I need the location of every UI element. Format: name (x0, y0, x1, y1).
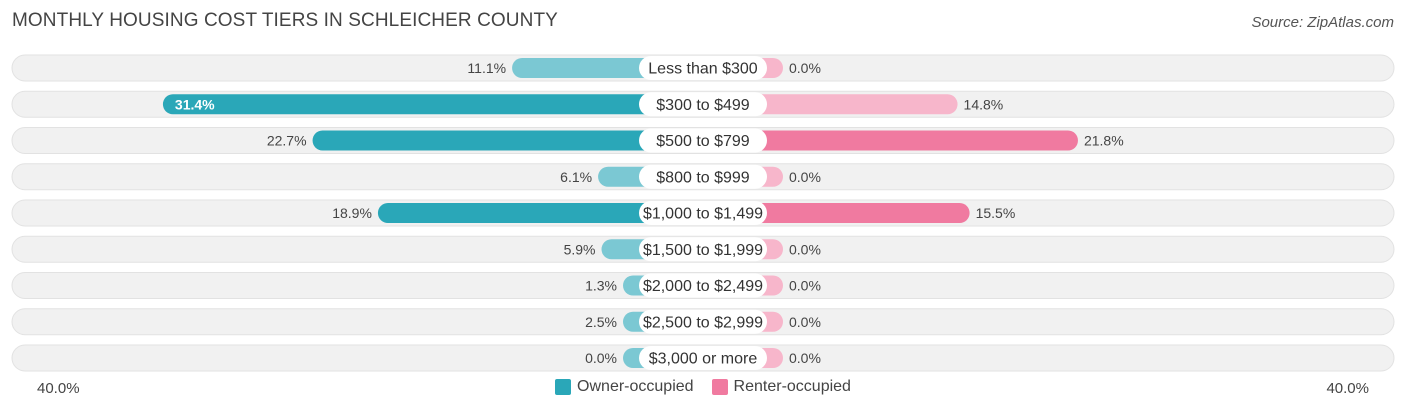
renter-value-label: 15.5% (976, 205, 1016, 221)
renter-bar (703, 94, 958, 115)
category-label-box (639, 128, 767, 153)
renter-value-label: 21.8% (1084, 133, 1124, 149)
category-label: $3,000 or more (649, 351, 758, 368)
owner-value-label: 0.0% (585, 350, 617, 366)
owner-bar (377, 203, 703, 223)
legend-swatch-owner (555, 379, 572, 395)
renter-value-label: 0.0% (789, 350, 821, 366)
owner-value-label: 2.5% (585, 314, 617, 330)
owner-value-label: 11.1% (467, 60, 506, 76)
category-label: $2,500 to $2,999 (643, 314, 763, 331)
category-label-box (639, 201, 767, 225)
renter-value-label: 14.8% (964, 96, 1004, 112)
category-label: $2,000 to $2,499 (643, 278, 763, 295)
axis-right-label: 40.0% (1326, 380, 1369, 397)
category-label-box (639, 92, 767, 117)
legend-swatch-renter (711, 379, 728, 395)
legend: Owner-occupied Renter-occupied (0, 378, 1406, 396)
category-label: $500 to $799 (656, 133, 750, 150)
source-note: Source: ZipAtlas.com (1251, 14, 1394, 31)
owner-bar (312, 130, 703, 151)
owner-value-label: 5.9% (564, 241, 596, 257)
renter-value-label: 0.0% (789, 314, 821, 330)
owner-value-label: 31.4% (175, 96, 215, 112)
renter-value-label: 0.0% (789, 241, 821, 257)
renter-value-label: 0.0% (789, 278, 821, 294)
category-label-box (639, 237, 767, 262)
owner-value-label: 1.3% (585, 278, 617, 294)
category-label-box (639, 309, 767, 334)
legend-label-renter: Renter-occupied (733, 378, 851, 395)
category-label: $300 to $499 (656, 97, 750, 114)
category-label: $800 to $999 (656, 169, 750, 186)
category-label: Less than $300 (648, 61, 758, 78)
category-label-box (639, 56, 767, 80)
category-label-box (639, 164, 767, 189)
category-label: $1,500 to $1,999 (643, 242, 763, 259)
category-label-box (639, 273, 767, 298)
owner-bar (162, 94, 704, 115)
owner-value-label: 6.1% (560, 169, 592, 185)
chart-title: MONTHLY HOUSING COST TIERS IN SCHLEICHER… (12, 10, 558, 31)
axis-left-label: 40.0% (37, 380, 80, 397)
legend-label-owner: Owner-occupied (577, 378, 694, 395)
legend-item-owner: Owner-occupied (555, 378, 694, 396)
owner-value-label: 22.7% (267, 133, 307, 149)
category-label-box (639, 346, 767, 370)
renter-value-label: 0.0% (789, 60, 821, 76)
category-label: $1,000 to $1,499 (643, 206, 763, 223)
renter-bar (703, 203, 970, 223)
renter-bar (703, 130, 1078, 151)
renter-value-label: 0.0% (789, 169, 821, 185)
owner-value-label: 18.9% (332, 205, 372, 221)
legend-item-renter: Renter-occupied (711, 378, 851, 396)
